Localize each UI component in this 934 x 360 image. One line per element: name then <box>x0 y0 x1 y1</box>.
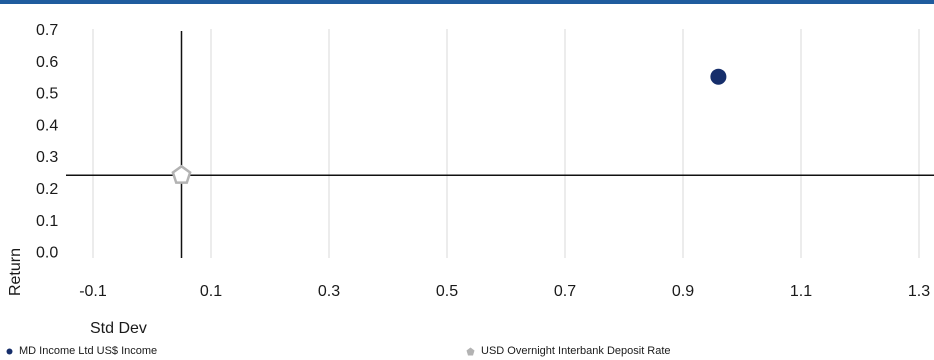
x-tick-label: 0.3 <box>318 283 340 300</box>
data-point-md-income <box>710 68 727 85</box>
x-tick-label: 0.1 <box>200 283 222 300</box>
scatter-chart: 0.00.10.20.30.40.50.60.7 -0.1 0.1 0.3 0.5 0.… <box>7 22 934 337</box>
y-tick-label: 0.6 <box>36 54 58 71</box>
legend-circle-icon <box>6 348 13 354</box>
x-axis-ticks: -0.1 0.1 0.3 0.5 0.7 0.9 1.1 1.3 <box>79 283 930 300</box>
data-points <box>171 68 727 184</box>
legend-pentagon-icon <box>466 347 475 355</box>
y-axis-label: Return <box>7 248 24 296</box>
y-tick-label: 0.7 <box>36 22 58 39</box>
grid-lines <box>92 29 920 258</box>
legend-item-usd-overnight: USD Overnight Interbank Deposit Rate <box>466 345 671 357</box>
y-tick-label: 0.5 <box>36 86 58 103</box>
y-tick-label: 0.3 <box>36 149 58 166</box>
legend-label: USD Overnight Interbank Deposit Rate <box>481 345 671 357</box>
x-tick-label: 0.5 <box>436 283 458 300</box>
y-tick-label: 0.4 <box>36 117 58 134</box>
legend: MD Income Ltd US$ Income USD Overnight I… <box>0 343 934 360</box>
x-tick-label: -0.1 <box>79 283 107 300</box>
reference-lines <box>66 31 934 258</box>
x-tick-label: 1.1 <box>790 283 812 300</box>
y-tick-label: 0.0 <box>36 245 58 262</box>
legend-item-md-income: MD Income Ltd US$ Income <box>6 345 157 357</box>
y-axis-ticks: 0.0 0.1 0.2 0.3 0.4 0.5 0.6 0.7 <box>36 22 58 262</box>
x-tick-label: 0.9 <box>672 283 694 300</box>
legend-label: MD Income Ltd US$ Income <box>19 345 158 357</box>
x-tick-label: 1.3 <box>908 283 930 300</box>
y-tick-label: 0.1 <box>36 213 58 230</box>
data-point-usd-overnight <box>171 164 192 184</box>
top-accent-bar <box>0 0 934 4</box>
y-tick-label: 0.2 <box>36 181 58 198</box>
x-tick-label: 0.7 <box>554 283 576 300</box>
x-axis-label: Std Dev <box>90 320 147 337</box>
